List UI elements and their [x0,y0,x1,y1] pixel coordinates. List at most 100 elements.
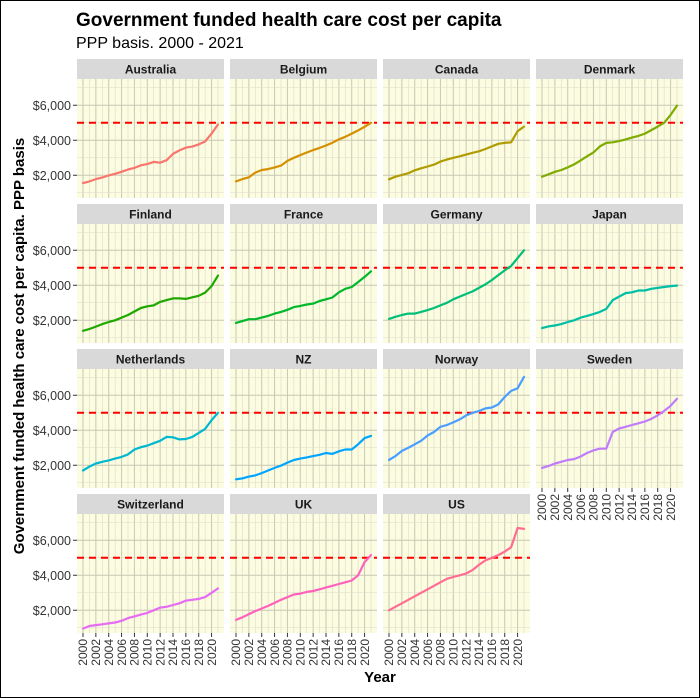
chart-title: Government funded health care cost per c… [76,10,502,31]
x-tick-label: 2008 [128,639,142,666]
x-tick-label: 2010 [141,639,155,666]
x-tick-label: 2006 [421,639,435,666]
series-line-switzerland [81,587,220,630]
x-tick-label: 2014 [472,639,486,666]
panel-netherlands: Netherlands $2,000 $4,000 $6,000 [33,349,224,488]
x-tick-label: 2016 [332,639,346,666]
strip-background [536,349,683,369]
x-tick-label: 2002 [242,639,256,666]
panel-switzerland: Switzerland$2,000$4,000$6,00020002002200… [33,494,224,666]
x-tick-label: 2018 [498,639,512,666]
x-tick-label: 2000 [382,639,396,666]
strip-label: Germany [430,208,482,222]
x-tick-label: 2010 [600,494,614,521]
x-tick-label: 2000 [535,494,549,521]
y-tick-label: $4,000 [33,424,71,438]
strip-label: Switzerland [117,498,184,512]
strip-background [536,204,683,224]
panel-background [230,79,377,198]
panel-denmark: Denmark [536,59,683,198]
x-tick-label: 2004 [102,639,116,666]
x-tick-label: 2008 [281,639,295,666]
x-tick-label: 2018 [651,494,665,521]
panel-background [230,369,377,488]
x-tick-label: 2014 [625,494,639,521]
panel-us: US20002002200420062008201020122014201620… [382,494,530,666]
x-tick-label: 2020 [358,639,372,666]
strip-background [77,204,224,224]
panel-background [383,369,530,488]
strip-label: Canada [435,63,479,77]
y-tick-label: $6,000 [33,244,71,258]
x-tick-label: 2012 [612,494,626,521]
strip-label: Sweden [587,353,632,367]
series-line-uk [234,553,373,622]
x-tick-label: 2016 [179,639,193,666]
x-tick-label: 2014 [319,639,333,666]
strip-background [230,349,377,369]
strip-background [383,494,530,514]
strip-label: Australia [125,63,177,77]
panel-france: France [230,204,377,343]
y-tick-label: $2,000 [33,169,71,183]
panel-background [230,224,377,343]
y-tick-label: $2,000 [33,459,71,473]
series-line-australia [81,123,220,185]
panel-background [77,79,224,198]
strip-label: Netherlands [116,353,186,367]
x-tick-label: 2002 [89,639,103,666]
panel-nz: NZ [230,349,377,488]
strip-background [77,494,224,514]
y-tick-label: $2,000 [33,314,71,328]
panel-background [383,514,530,633]
x-tick-label: 2000 [229,639,243,666]
series-line-finland [81,274,220,332]
strip-background [536,59,683,79]
panel-background [77,224,224,343]
x-tick-label: 2010 [294,639,308,666]
panel-background [77,369,224,488]
x-tick-label: 2018 [345,639,359,666]
x-tick-label: 2016 [638,494,652,521]
x-tick-label: 2012 [306,639,320,666]
panel-background [230,514,377,633]
series-line-germany [387,249,526,320]
x-tick-label: 2006 [268,639,282,666]
series-line-canada [387,125,526,181]
x-axis-title: Year [364,669,396,686]
strip-label: France [284,208,324,222]
panel-uk: UK20002002200420062008201020122014201620… [229,494,377,666]
strip-background [383,59,530,79]
panel-background [77,514,224,633]
x-tick-label: 2010 [447,639,461,666]
y-tick-label: $4,000 [33,134,71,148]
y-tick-label: $6,000 [33,534,71,548]
series-line-netherlands [81,411,220,472]
strip-label: Finland [129,208,172,222]
x-tick-label: 2002 [548,494,562,521]
strip-label: Norway [435,353,479,367]
strip-label: Japan [592,208,627,222]
series-line-belgium [234,121,373,183]
panel-sweden: Sweden2000200220042006200820102012201420… [535,349,683,521]
x-tick-label: 2006 [115,639,129,666]
strip-background [383,204,530,224]
series-line-nz [234,434,373,481]
strip-background [77,349,224,369]
y-tick-label: $4,000 [33,279,71,293]
x-tick-label: 2006 [574,494,588,521]
strip-background [383,349,530,369]
panel-background [383,224,530,343]
y-tick-label: $2,000 [33,604,71,618]
x-tick-label: 2020 [511,639,525,666]
series-line-denmark [540,104,679,178]
x-tick-label: 2020 [205,639,219,666]
x-tick-label: 2004 [561,494,575,521]
y-tick-label: $6,000 [33,389,71,403]
panel-canada: Canada [383,59,530,198]
panel-background [383,79,530,198]
strip-background [230,59,377,79]
series-line-france [234,270,373,324]
x-tick-label: 2018 [192,639,206,666]
